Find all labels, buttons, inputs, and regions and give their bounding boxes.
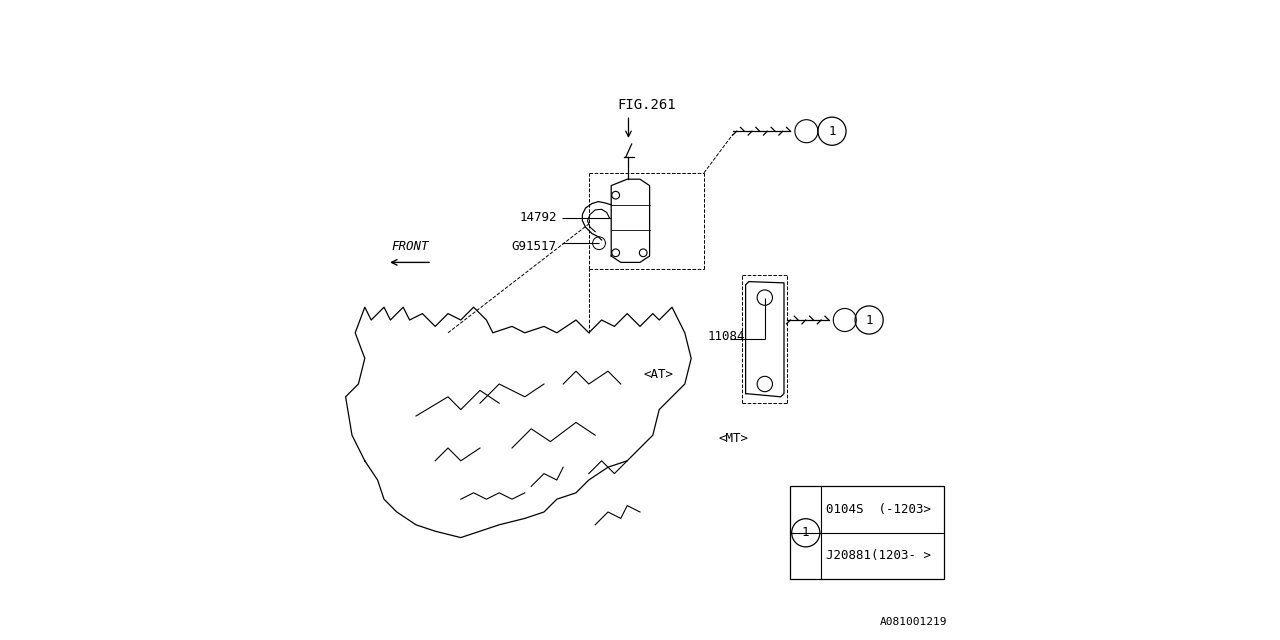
Text: 11084: 11084: [708, 330, 745, 342]
Text: J20881(1203- >: J20881(1203- >: [826, 550, 931, 563]
Text: 14792: 14792: [520, 211, 557, 224]
Text: G91517: G91517: [512, 240, 557, 253]
Text: A081001219: A081001219: [879, 617, 947, 627]
Text: 1: 1: [828, 125, 836, 138]
Bar: [791, 486, 945, 579]
Text: <AT>: <AT>: [644, 368, 673, 381]
Text: 1: 1: [803, 526, 809, 540]
Text: 1: 1: [865, 314, 873, 326]
Text: 0104S  (-1203>: 0104S (-1203>: [826, 503, 931, 516]
Text: <MT>: <MT>: [719, 432, 749, 445]
Text: FIG.261: FIG.261: [618, 98, 676, 112]
Text: FRONT: FRONT: [392, 240, 429, 253]
